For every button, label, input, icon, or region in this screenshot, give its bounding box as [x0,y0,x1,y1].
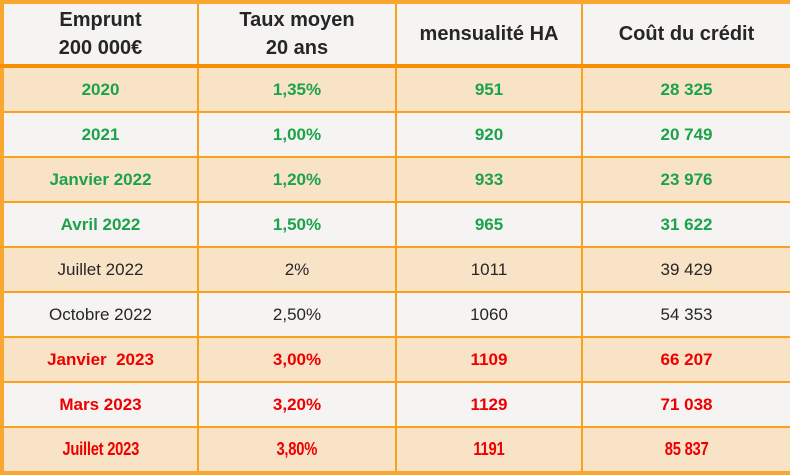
cell-cost: 31 622 [581,201,790,248]
cell-cost: 66 207 [581,336,790,383]
header-row: Emprunt 200 000€ Taux moyen 20 ans mensu… [1,1,790,68]
cell-period: Mars 2023 [1,381,199,428]
cell-period: 2021 [1,111,199,158]
cell-cost-text: 85 837 [664,439,709,459]
cell-rate: 3,80% [197,426,397,474]
cell-period: Janvier 2023 [1,336,199,383]
cell-rate: 1,20% [197,156,397,203]
cell-period: 2020 [1,65,199,113]
cell-cost: 20 749 [581,111,790,158]
col-header-average-rate: Taux moyen 20 ans [197,1,397,68]
cell-monthly: 1060 [395,291,583,338]
table-row: Janvier 2023 3,00% 1109 66 207 [1,336,790,383]
col-header-credit-cost: Coût du crédit [581,1,790,68]
table-row: Juillet 2022 2% 1011 39 429 [1,246,790,293]
cell-rate: 2% [197,246,397,293]
cell-period: Juillet 2023 [1,426,199,474]
col-header-monthly-payment: mensualité HA [395,1,583,68]
cell-period: Octobre 2022 [1,291,199,338]
table-row: 2021 1,00% 920 20 749 [1,111,790,158]
cell-cost: 71 038 [581,381,790,428]
cell-cost: 54 353 [581,291,790,338]
cell-rate: 1,50% [197,201,397,248]
cell-rate: 1,00% [197,111,397,158]
cell-period: Janvier 2022 [1,156,199,203]
cell-monthly: 1011 [395,246,583,293]
cell-monthly: 1129 [395,381,583,428]
cell-monthly: 1191 [395,426,583,474]
cell-monthly: 920 [395,111,583,158]
table-row: Avril 2022 1,50% 965 31 622 [1,201,790,248]
cell-monthly: 965 [395,201,583,248]
table-row: Octobre 2022 2,50% 1060 54 353 [1,291,790,338]
cell-rate: 2,50% [197,291,397,338]
table-row: Janvier 2022 1,20% 933 23 976 [1,156,790,203]
cell-rate: 1,35% [197,65,397,113]
cell-cost: 28 325 [581,65,790,113]
col-header-loan-amount: Emprunt 200 000€ [1,1,199,68]
cell-cost: 39 429 [581,246,790,293]
cell-rate: 3,00% [197,336,397,383]
cell-period: Juillet 2022 [1,246,199,293]
cell-cost: 85 837 [581,426,790,474]
cell-rate-text: 3,80% [276,439,318,459]
cell-monthly: 1109 [395,336,583,383]
table-row: Mars 2023 3,20% 1129 71 038 [1,381,790,428]
cell-period: Avril 2022 [1,201,199,248]
cell-monthly: 933 [395,156,583,203]
table-row: Juillet 2023 3,80% 1191 85 837 [1,426,790,474]
cell-cost: 23 976 [581,156,790,203]
table-row: 2020 1,35% 951 28 325 [1,65,790,113]
cell-rate: 3,20% [197,381,397,428]
cell-monthly: 951 [395,65,583,113]
cell-monthly-text: 1191 [473,439,505,459]
cell-period-text: Juillet 2023 [62,439,139,459]
